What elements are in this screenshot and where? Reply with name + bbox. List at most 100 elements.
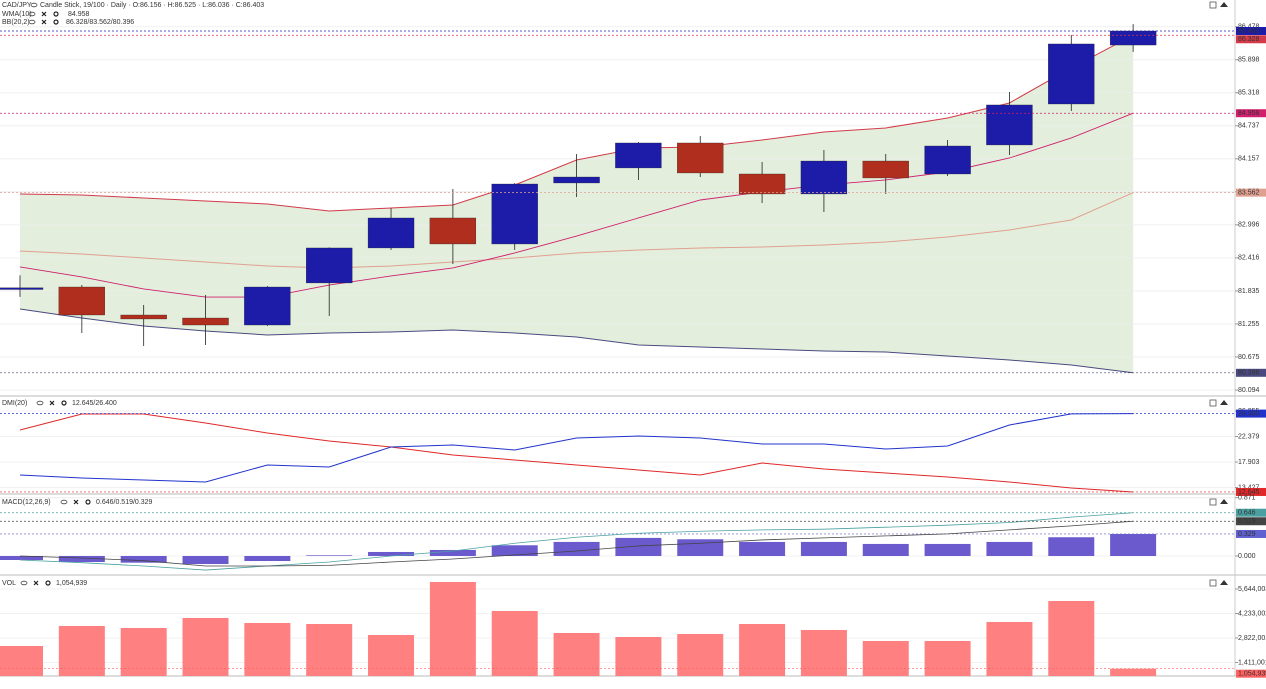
eye-icon[interactable]	[36, 400, 44, 406]
y-tick-label: 84.157	[1238, 156, 1260, 163]
dmi-line	[19, 413, 1134, 483]
macd-histogram-bar	[58, 555, 105, 563]
panel-control[interactable]	[1220, 580, 1228, 585]
eye-icon[interactable]	[28, 19, 36, 25]
panel-icons[interactable]	[60, 499, 91, 505]
volume-bar	[58, 625, 105, 676]
settings-icon	[85, 499, 91, 505]
candle-body	[800, 160, 848, 195]
close-icon	[41, 19, 47, 25]
panel-legend: 12.645/26.400	[72, 400, 117, 407]
panel-control[interactable]	[1209, 399, 1217, 407]
macd-histogram-bar	[120, 555, 167, 563]
panel-control[interactable]	[1209, 579, 1217, 587]
close-icon	[33, 580, 39, 586]
candle-body	[182, 317, 229, 326]
panel-control[interactable]	[1209, 1, 1217, 9]
volume-bar	[800, 629, 847, 676]
candle-body	[1048, 43, 1095, 105]
value-tag-label: 86.328	[1238, 36, 1260, 43]
candle-body	[615, 142, 662, 169]
value-tag	[1236, 508, 1266, 517]
value-tag-label: 80.396	[1238, 370, 1260, 377]
panel-control[interactable]	[1220, 2, 1228, 7]
volume-bar	[677, 633, 724, 676]
volume-bar	[986, 621, 1033, 676]
macd-histogram-bar	[739, 541, 786, 556]
candle-body	[491, 183, 538, 245]
value-tag	[1236, 529, 1266, 538]
panel-title: MACD(12,26,9)	[2, 499, 51, 506]
volume-bar	[368, 634, 415, 676]
candle-body	[244, 286, 291, 326]
panel-control[interactable]	[1209, 498, 1217, 506]
panel-control[interactable]	[1220, 499, 1228, 504]
candle-body	[862, 160, 909, 179]
bollinger-band-fill	[20, 35, 1134, 373]
macd-histogram-bar	[862, 543, 909, 556]
close-icon	[49, 400, 55, 406]
volume-bar	[306, 623, 353, 676]
settings-icon	[61, 400, 67, 406]
candle-body	[924, 145, 971, 175]
macd-line	[19, 512, 1134, 571]
volume-bar	[120, 627, 167, 676]
legend-bb-values: 86.328/83.562/80.396	[66, 19, 134, 26]
volume-bar	[429, 581, 476, 676]
y-tick-label: 5,644,003	[1238, 586, 1266, 593]
volume-bar	[1048, 600, 1095, 676]
value-tag-label: 12.645	[1238, 489, 1260, 496]
macd-histogram-bar	[368, 551, 415, 556]
eye-icon[interactable]	[60, 499, 68, 505]
legend-wma-name: WMA(10)	[2, 11, 32, 18]
candle-body	[58, 286, 105, 316]
value-tag	[1236, 487, 1266, 496]
macd-histogram-bar	[182, 555, 229, 565]
candle-body	[0, 287, 44, 290]
eye-icon[interactable]	[28, 11, 36, 17]
panel-legend: 1,054,939	[56, 580, 87, 587]
candle-body	[986, 104, 1033, 146]
candle-body	[677, 142, 724, 174]
panel-icons[interactable]	[20, 580, 51, 586]
value-tag-label: 1,054,939	[1238, 671, 1266, 678]
volume-bar	[244, 622, 291, 676]
panel-icons[interactable]	[28, 11, 59, 17]
macd-histogram-bar	[306, 555, 353, 556]
eye-icon[interactable]	[20, 580, 28, 586]
volume-bar	[862, 640, 909, 676]
settings-icon	[53, 11, 59, 17]
bb-middle-line	[19, 192, 1134, 269]
panel-icons[interactable]	[28, 19, 59, 25]
value-tag-label: 26.400	[1238, 410, 1260, 417]
y-tick-label: 2,822,001	[1238, 635, 1266, 642]
settings-icon	[53, 19, 59, 25]
close-icon	[73, 499, 79, 505]
panel-control[interactable]	[1220, 400, 1228, 405]
candle-body	[1109, 30, 1157, 46]
y-tick-label: 81.255	[1238, 321, 1260, 328]
candle-body	[738, 173, 786, 195]
y-tick-label: 1,411,001	[1238, 659, 1266, 666]
chart-subtitle: Candle Stick, 19/100 · Daily · O:86.156 …	[40, 2, 264, 9]
chart-title: CAD/JPY	[2, 2, 32, 9]
value-tag-label: 86.403	[1238, 28, 1260, 35]
panel-icons[interactable]	[36, 400, 67, 406]
y-tick-label: 80.675	[1238, 354, 1260, 361]
settings-icon	[45, 580, 51, 586]
y-tick-label: 0.871	[1238, 495, 1256, 502]
dmi-line	[19, 413, 1134, 493]
panel-title: VOL	[2, 580, 16, 587]
value-tag-label: 0.519	[1238, 518, 1256, 525]
panel-legend: 0.646/0.519/0.329	[96, 499, 153, 506]
y-tick-label: 82.996	[1238, 222, 1260, 229]
y-tick-label: 0.000	[1238, 553, 1256, 560]
y-tick-label: 80.094	[1238, 387, 1260, 394]
y-tick-label: 85.318	[1238, 90, 1260, 97]
macd-histogram-bar	[1048, 537, 1095, 556]
volume-bar	[615, 636, 662, 676]
volume-bar	[182, 617, 229, 676]
close-icon	[41, 11, 47, 17]
candle-body	[429, 217, 477, 245]
